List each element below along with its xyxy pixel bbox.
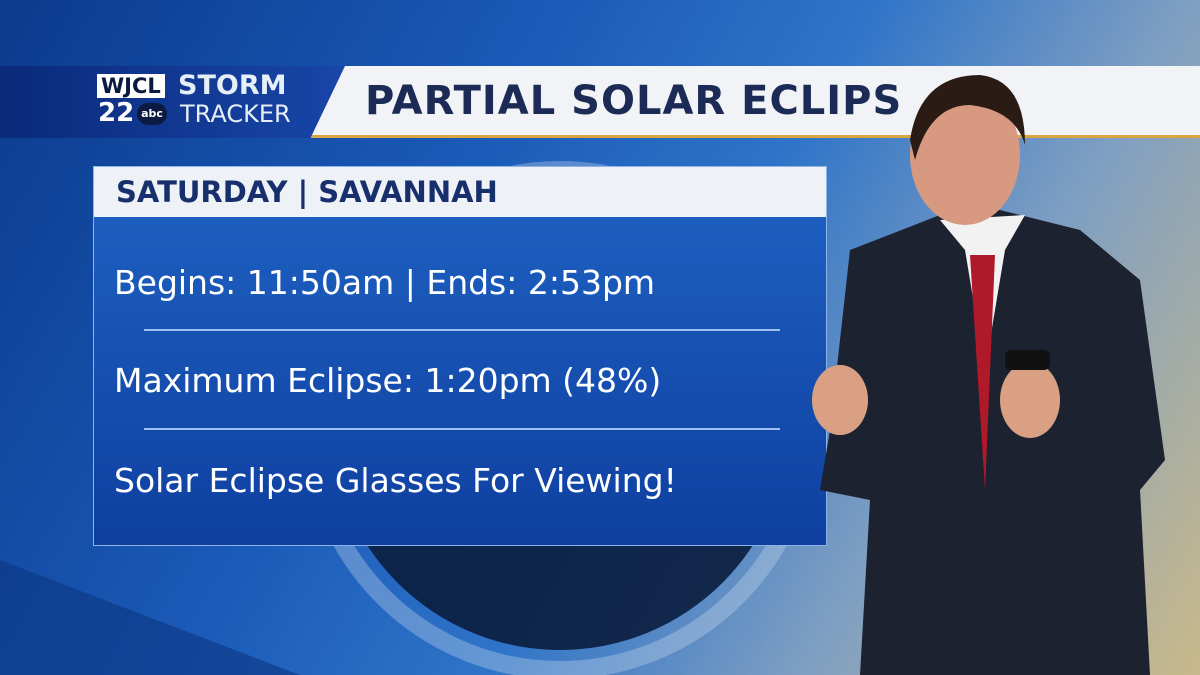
times-line: Begins: 11:50am | Ends: 2:53pm xyxy=(114,263,656,302)
logo-area xyxy=(0,66,345,138)
abc-logo: abc xyxy=(137,103,167,125)
glasses-line: Solar Eclipse Glasses For Viewing! xyxy=(114,461,677,500)
channel-number: 22 xyxy=(98,98,135,128)
brand-storm: STORM xyxy=(178,70,287,101)
maximum-line: Maximum Eclipse: 1:20pm (48%) xyxy=(114,361,662,400)
brand-tracker: TRACKER xyxy=(180,100,291,128)
panel-heading: SATURDAY | SAVANNAH xyxy=(94,167,826,217)
divider xyxy=(144,329,780,331)
divider xyxy=(144,428,780,430)
info-panel: SATURDAY | SAVANNAH Begins: 11:50am | En… xyxy=(93,166,827,546)
page-title: PARTIAL SOLAR ECLIPS xyxy=(365,78,903,124)
presenter xyxy=(812,75,1165,675)
station-logo: WJCL xyxy=(97,74,165,98)
